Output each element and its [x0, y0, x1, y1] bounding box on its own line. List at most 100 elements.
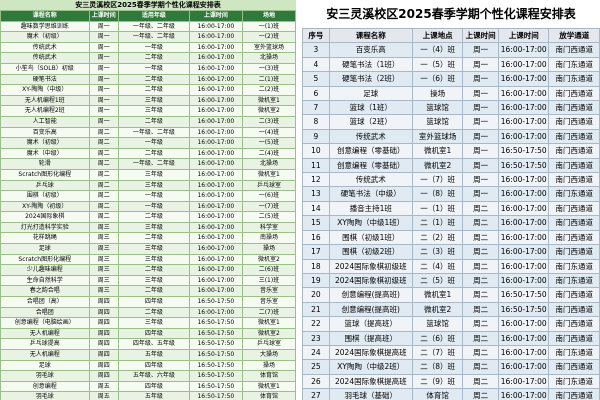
table-cell: 篮球馆 [411, 114, 464, 130]
table-cell: 3 [302, 42, 330, 58]
table-cell: 南门西通道 [548, 301, 600, 318]
table-cell: 南门东通道 [548, 373, 600, 390]
table-cell: 16:00-17:00 [188, 179, 243, 192]
table-row: 轮滑 周二 一年级、二年级 16:00-17:00 北操场 [0, 158, 296, 170]
table-cell: 周一 [88, 31, 119, 43]
table-row: 生命自然科学 周三 三年级 16:00-17:00 三(1)班 [0, 274, 296, 287]
table-cell: 2024国际象棋提高班 [328, 344, 413, 361]
header-row: 序号 课程名称 上课地点 上课时间 上课时间 放学通道 [302, 27, 600, 44]
table-cell: 周一 [462, 85, 499, 102]
table-cell: 16:00-17:00 [188, 41, 243, 54]
table-cell: 周一 [88, 73, 119, 86]
table-cell: 创意编程(提高班) [328, 301, 413, 318]
table-cell: 周二 [88, 147, 119, 160]
table-cell: 16:50-17:50 [188, 380, 243, 393]
table-cell: 南门东通道 [548, 344, 600, 361]
table-cell: 魔术（初级） [0, 137, 90, 149]
table-cell: 五年级 [118, 349, 190, 361]
header-row: 课程名称 上课时间 适用年级 上课时间 场地 [0, 10, 296, 22]
table-cell: 2024国际象棋初级班 [328, 258, 413, 274]
table-cell: 周一 [88, 105, 119, 117]
table-cell: 16:50-17:50 [188, 349, 243, 361]
table-row: 17 围棋（初级2班） 二（3）班 周二 16:00-17:00 南门西通道 [302, 244, 600, 260]
column-header: 上课时间 [462, 27, 499, 44]
table-cell: 少儿趣味编程 [0, 264, 90, 276]
table-cell: 一(5)班 [241, 137, 296, 149]
table-cell: 科学室 [241, 221, 296, 234]
table-cell: 乒乓球提高 [0, 338, 90, 350]
column-header: 适用年级 [118, 10, 190, 22]
table-cell: 周四 [88, 327, 119, 340]
table-cell: 春之韵合唱 [0, 285, 90, 298]
table-cell: 一（8）班 [411, 186, 464, 202]
table-cell: 16:50-17:50 [188, 391, 243, 400]
table-cell: 周二 [462, 330, 499, 346]
table-cell: 二年级 [118, 232, 190, 245]
table-cell: 三年级 [118, 105, 190, 117]
table-cell: 16:00-17:00 [497, 373, 550, 390]
table-cell: 二（8）班 [411, 359, 464, 375]
column-header: 上课地点 [411, 27, 464, 44]
table-cell: 一（4）班 [411, 42, 464, 58]
table-cell: 16:00-17:00 [497, 56, 550, 73]
table-cell: 16:00-17:00 [497, 114, 550, 130]
table-cell: 16:50-17:50 [188, 317, 243, 329]
table-cell: 硬笔书法（中级） [328, 186, 413, 202]
table-cell: 南操场 [241, 232, 296, 245]
table-cell: 周二 [88, 200, 119, 213]
table-cell: 一(6)班 [241, 190, 296, 202]
table-row: 灯光打造科学实验 周三 三年级 16:00-17:00 科学室 [0, 221, 296, 234]
table-cell: 16:00-17:00 [497, 42, 550, 58]
table-cell: 一(1)班 [241, 20, 296, 33]
table-cell: 百变乐高 [328, 42, 413, 58]
table-row: 传统武术 周一 一年级 16:00-17:00 室外篮球场 [0, 41, 296, 54]
table-cell: 南门东通道 [548, 272, 600, 289]
table-cell: 周三 [88, 274, 119, 287]
table-cell: 二（4）班 [411, 258, 464, 274]
table-cell: 16:50-17:50 [188, 327, 243, 340]
table-cell: 周二 [88, 168, 119, 181]
table-cell: 无人机编程2班 [0, 105, 90, 117]
table-row: 合唱团 周四 二年级 16:00-17:00 二(7)班 [0, 306, 296, 319]
table-cell: 南门西通道 [548, 128, 600, 145]
table-cell: 周二 [462, 258, 499, 274]
table-cell: 周三 [88, 285, 119, 298]
table-cell: 周一 [462, 186, 499, 202]
table-cell: 乒乓球 [0, 179, 90, 192]
table-cell: 16:00-17:00 [188, 105, 243, 117]
table-cell: 无人机编程 [0, 349, 90, 361]
table-cell: 一年级 [118, 41, 190, 54]
table-cell: 周二 [462, 200, 499, 217]
table-cell: 16:00-17:00 [497, 359, 550, 375]
table-row: Scratch图形化编程 周二 三年级 16:00-17:00 微机室1 [0, 168, 296, 181]
table-cell: 四年级、五年级 [118, 338, 190, 350]
table-cell: 一（1）班 [411, 200, 464, 217]
table-cell: 二（3）班 [411, 244, 464, 260]
table-cell: 周二 [462, 301, 499, 318]
table-cell: 16:00-17:00 [497, 71, 550, 87]
table-row: 25 XY陶陶（中级2班） 二（8）班 周二 16:00-17:00 南门西通道 [302, 359, 600, 375]
table-row: 27 羽毛球（基础） 体育馆 周二 16:00-17:00 南门西通道 [302, 388, 600, 400]
table-cell: XY陶陶（中级2班） [328, 359, 413, 375]
table-cell: 创意编程（零基础） [328, 143, 413, 159]
table-cell: 围棋（提高班） [328, 330, 413, 346]
table-cell: 足球 [328, 85, 413, 102]
table-cell: 篮球馆 [411, 316, 464, 332]
table-cell: 一（6）班 [411, 71, 464, 87]
table-row: 24 2024国际象棋提高班 二（7）班 周二 16:00-17:00 南门东通道 [302, 344, 600, 361]
table-cell: 16:00-17:00 [497, 128, 550, 145]
table-cell: Scratch图形化编程 [0, 253, 90, 266]
table-cell: 16:00-17:00 [497, 244, 550, 260]
table-cell: 16:00-17:00 [188, 253, 243, 266]
table-cell: 生命自然科学 [0, 274, 90, 287]
table-cell: 二年级 [118, 84, 190, 96]
table-cell: 2024国际象棋 [0, 211, 90, 223]
table-cell: 微机室1 [411, 287, 464, 303]
table-cell: 周一 [88, 84, 119, 96]
table-cell: 16:00-17:00 [188, 31, 243, 43]
table-cell: 羽毛球 [0, 370, 90, 382]
table-row: 羽毛球 周五 五年级 16:50-17:50 体育馆 [0, 391, 296, 400]
table-row: 14 播音主持1班 一（1）班 周二 16:00-17:00 南门西通道 [302, 200, 600, 217]
table-cell: 微机室1 [241, 168, 296, 181]
table-cell: 南门西通道 [548, 200, 600, 217]
